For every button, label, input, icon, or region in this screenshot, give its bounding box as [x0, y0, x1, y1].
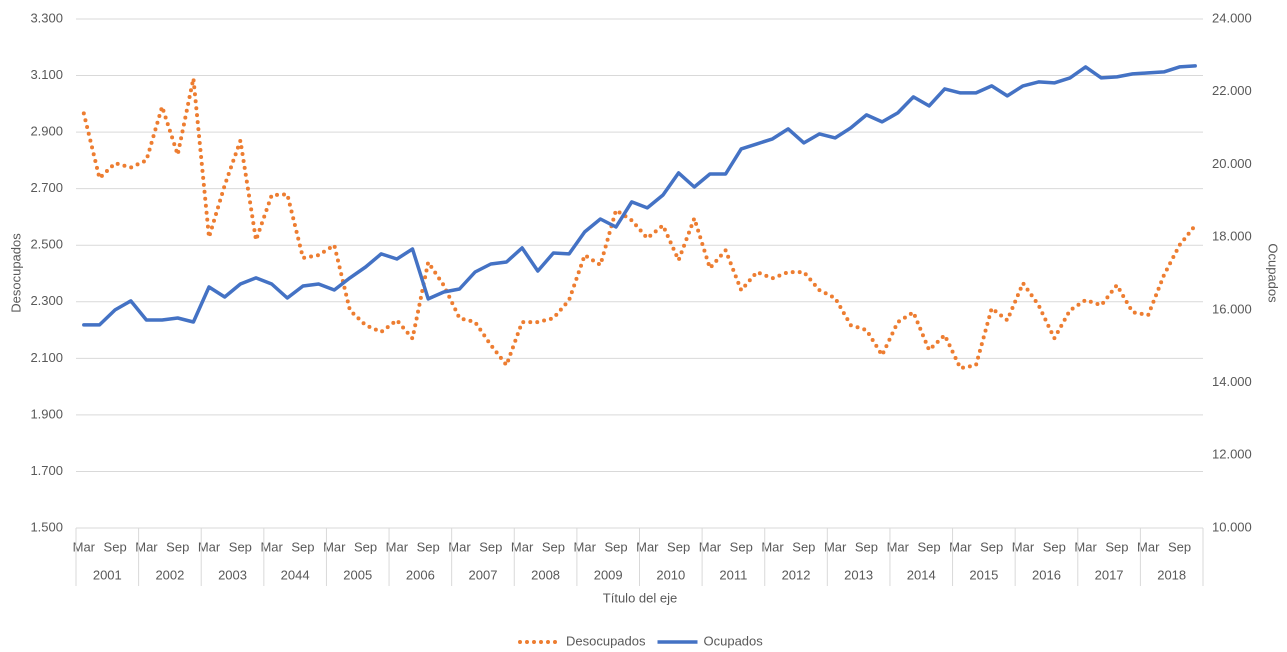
x-tick-label: Mar [574, 539, 597, 554]
y-axis-title: Desocupados [8, 233, 23, 313]
x-tick-label: Mar [699, 539, 722, 554]
x-group-label: 2012 [782, 567, 811, 582]
x-group-label: 2015 [969, 567, 998, 582]
legend-label: Ocupados [704, 633, 764, 648]
y2-tick-label: 20.000 [1212, 156, 1252, 171]
x-tick-label: Sep [1043, 539, 1066, 554]
x-tick-label: Sep [354, 539, 377, 554]
y-tick-label: 2.700 [30, 180, 63, 195]
x-tick-label: Mar [511, 539, 534, 554]
y2-tick-label: 10.000 [1212, 519, 1252, 534]
x-tick-label: Sep [417, 539, 440, 554]
x-tick-label: Mar [636, 539, 659, 554]
x-tick-label: Sep [730, 539, 753, 554]
y2-tick-label: 24.000 [1212, 10, 1252, 25]
x-group-label: 2016 [1032, 567, 1061, 582]
x-tick-label: Sep [1105, 539, 1128, 554]
x-group-label: 2002 [155, 567, 184, 582]
x-tick-label: Sep [104, 539, 127, 554]
y2-tick-label: 14.000 [1212, 374, 1252, 389]
x-group-label: 2005 [343, 567, 372, 582]
y-tick-label: 1.500 [30, 519, 63, 534]
x-tick-label: Mar [761, 539, 784, 554]
y-tick-label: 1.700 [30, 463, 63, 478]
x-tick-label: Sep [1168, 539, 1191, 554]
x-axis-title: Título del eje [603, 590, 677, 605]
x-tick-label: Sep [667, 539, 690, 554]
y-tick-label: 3.300 [30, 10, 63, 25]
y2-tick-label: 22.000 [1212, 83, 1252, 98]
y2-axis-title: Ocupados [1266, 243, 1281, 303]
x-tick-label: Sep [542, 539, 565, 554]
x-tick-label: Mar [1012, 539, 1035, 554]
x-group-label: 2013 [844, 567, 873, 582]
x-tick-label: Sep [980, 539, 1003, 554]
y-tick-label: 2.300 [30, 293, 63, 308]
x-tick-label: Mar [323, 539, 346, 554]
x-tick-label: Sep [604, 539, 627, 554]
x-tick-label: Mar [448, 539, 471, 554]
x-tick-label: Mar [1137, 539, 1160, 554]
y-tick-label: 2.900 [30, 124, 63, 139]
y2-tick-label: 16.000 [1212, 301, 1252, 316]
x-group-label: 2017 [1095, 567, 1124, 582]
y-tick-label: 1.900 [30, 406, 63, 421]
x-group-label: 2018 [1157, 567, 1186, 582]
x-tick-label: Mar [198, 539, 221, 554]
x-group-label: 2008 [531, 567, 560, 582]
y-tick-label: 3.100 [30, 67, 63, 82]
y2-tick-label: 12.000 [1212, 447, 1252, 462]
x-tick-label: Mar [824, 539, 847, 554]
y2-tick-label: 18.000 [1212, 229, 1252, 244]
x-tick-label: Mar [135, 539, 158, 554]
x-tick-label: Sep [918, 539, 941, 554]
legend-label: Desocupados [566, 633, 646, 648]
x-group-label: 2001 [93, 567, 122, 582]
y-tick-label: 2.500 [30, 237, 63, 252]
x-tick-label: Sep [229, 539, 252, 554]
series-line [81, 76, 1198, 371]
x-tick-label: Mar [386, 539, 409, 554]
x-group-label: 2003 [218, 567, 247, 582]
x-tick-label: Mar [949, 539, 972, 554]
x-group-label: 2010 [656, 567, 685, 582]
x-group-label: 2014 [907, 567, 936, 582]
x-tick-label: Sep [166, 539, 189, 554]
x-tick-label: Mar [73, 539, 96, 554]
x-tick-label: Sep [291, 539, 314, 554]
y-tick-label: 2.100 [30, 350, 63, 365]
x-group-label: 2009 [594, 567, 623, 582]
x-tick-label: Sep [479, 539, 502, 554]
x-tick-label: Mar [887, 539, 910, 554]
x-tick-label: Sep [792, 539, 815, 554]
x-group-label: 2006 [406, 567, 435, 582]
x-group-label: 2011 [719, 567, 747, 582]
x-tick-label: Sep [855, 539, 878, 554]
x-group-label: 2044 [281, 567, 310, 582]
series-line [82, 64, 1197, 327]
x-tick-label: Mar [1074, 539, 1097, 554]
x-tick-label: Mar [260, 539, 283, 554]
x-group-label: 2007 [469, 567, 498, 582]
